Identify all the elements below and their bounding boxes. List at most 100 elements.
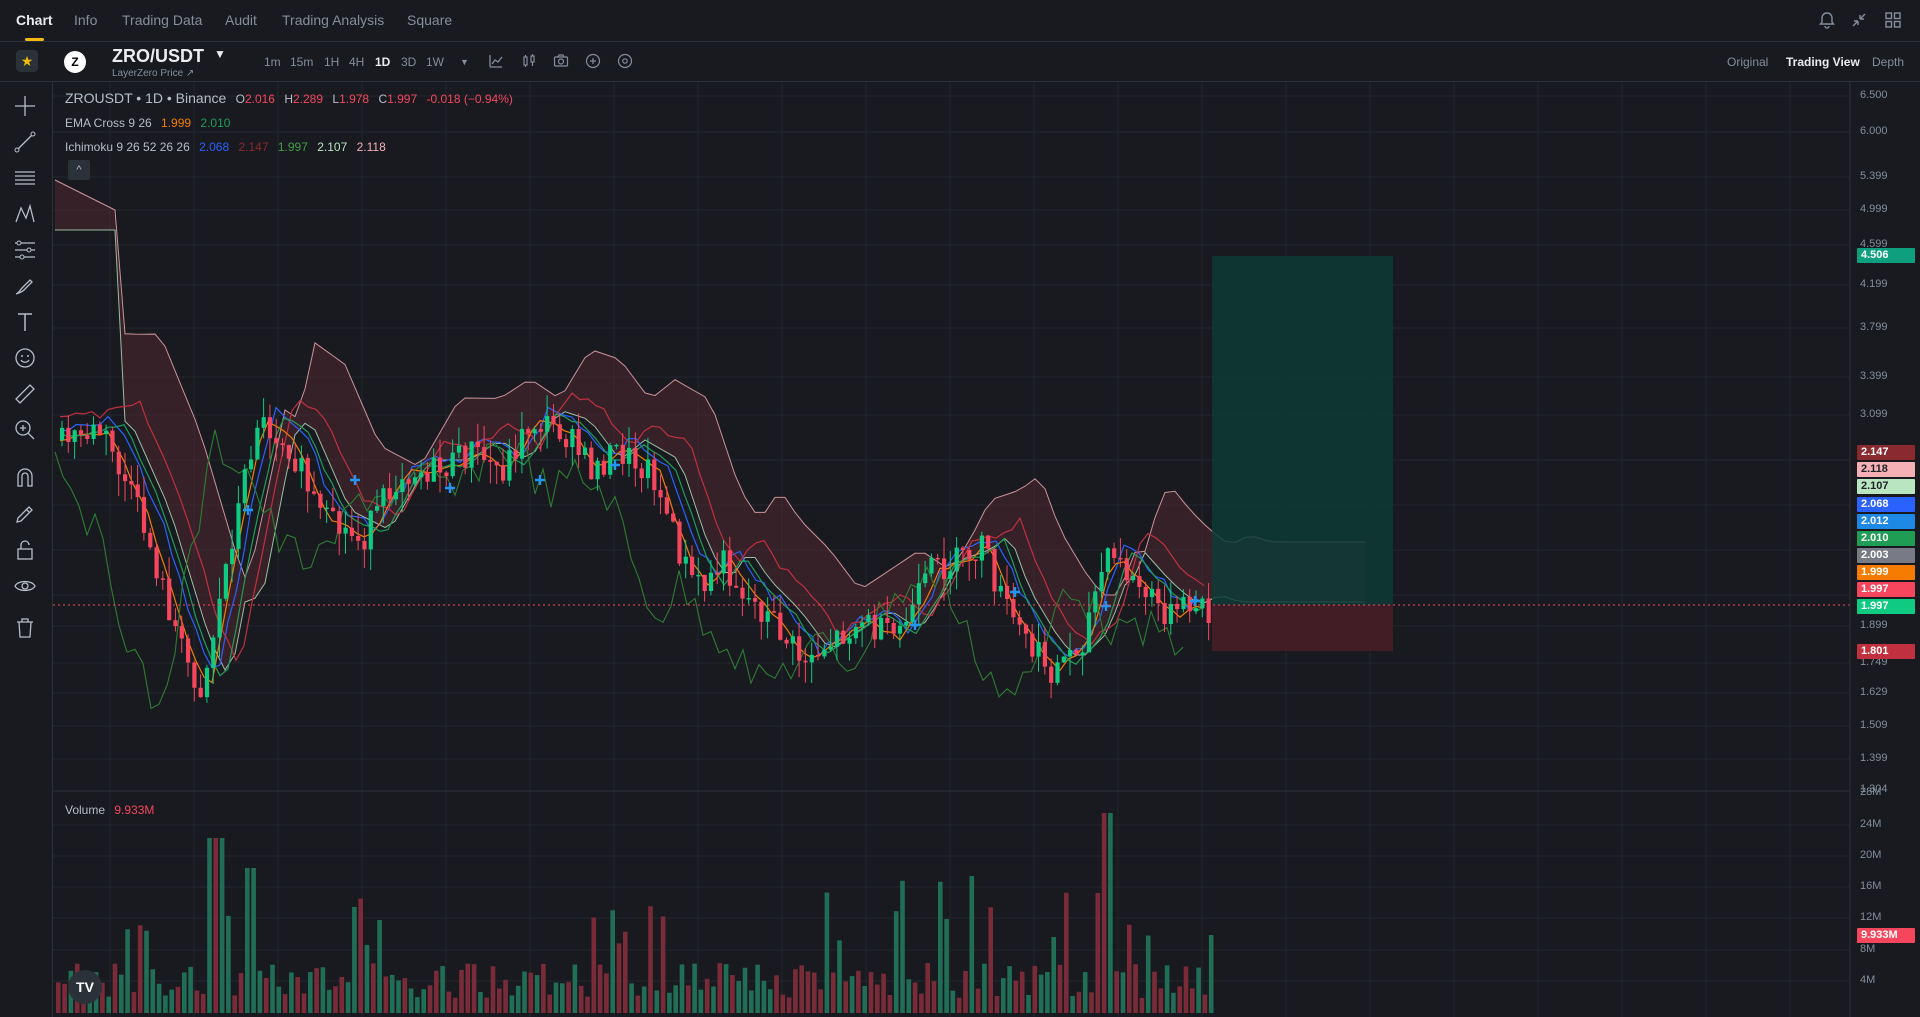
ichimoku-conversion: 2.068 — [199, 140, 230, 154]
trash-icon[interactable] — [13, 616, 37, 640]
volume-legend[interactable]: Volume 9.933M — [65, 803, 160, 817]
price-axis-label: 1.399 — [1860, 752, 1888, 764]
lock-drawing-icon[interactable] — [13, 502, 37, 526]
price-axis-label: 4.999 — [1860, 203, 1888, 215]
candle — [904, 621, 909, 626]
ema-legend[interactable]: EMA Cross 9 26 1.999 2.010 — [65, 116, 236, 130]
candle — [601, 460, 606, 475]
tab-trading-analysis[interactable]: Trading Analysis — [282, 12, 385, 28]
trend-line-icon[interactable] — [13, 130, 37, 154]
shrink-icon[interactable] — [1850, 11, 1868, 29]
coin-price-link[interactable]: LayerZero Price ↗ — [112, 68, 195, 79]
interval-4h[interactable]: 4H — [349, 55, 365, 69]
candle — [935, 557, 940, 560]
measure-tools-icon[interactable] — [13, 238, 37, 262]
zoom-in-icon[interactable] — [13, 418, 37, 442]
candle-type-icon[interactable] — [521, 53, 537, 69]
volume-bar — [950, 990, 956, 1013]
settings-icon[interactable] — [617, 53, 633, 69]
price-axis-label: 6.500 — [1860, 89, 1888, 101]
candle — [702, 574, 707, 592]
interval-1w[interactable]: 1W — [426, 55, 444, 69]
volume-bar — [824, 892, 830, 1013]
interval-15m[interactable]: 15m — [290, 55, 314, 69]
candle — [494, 461, 499, 466]
volume-bar — [597, 964, 603, 1013]
caret-down-icon[interactable]: ▼ — [214, 47, 226, 61]
volume-bar — [591, 917, 597, 1013]
grid-icon[interactable] — [1884, 11, 1902, 29]
base-line — [59, 392, 1205, 662]
view-trading-view[interactable]: Trading View — [1786, 55, 1860, 69]
candle — [236, 503, 241, 549]
candle — [198, 687, 203, 698]
lock-icon[interactable] — [13, 538, 37, 562]
volume-bar — [1013, 980, 1019, 1013]
interval-1m[interactable]: 1m — [264, 55, 281, 69]
candle — [488, 459, 493, 462]
volume-axis-label: 16M — [1860, 880, 1882, 892]
candle — [759, 601, 764, 622]
indicator-icon[interactable] — [488, 53, 504, 69]
interval-more-icon[interactable]: ▼ — [460, 57, 469, 67]
tab-square[interactable]: Square — [407, 12, 453, 28]
volume-bar — [194, 990, 200, 1013]
volume-bar — [1064, 892, 1069, 1013]
candle — [211, 637, 216, 668]
tradingview-logo[interactable]: TV — [68, 970, 102, 1004]
eye-icon[interactable] — [13, 574, 37, 598]
view-depth[interactable]: Depth — [1872, 55, 1905, 69]
view-original[interactable]: Original — [1727, 55, 1769, 69]
volume-bar — [175, 986, 181, 1013]
emoji-icon[interactable] — [13, 346, 37, 370]
candle — [690, 556, 695, 575]
tab-info[interactable]: Info — [74, 12, 98, 28]
volume-bar — [723, 964, 729, 1013]
volume-bar — [717, 963, 723, 1013]
volume-bar — [1076, 991, 1082, 1013]
horizontal-lines-icon[interactable] — [13, 166, 37, 190]
ohlc-open: 2.016 — [244, 92, 275, 106]
volume-bar — [1127, 924, 1132, 1013]
camera-icon[interactable] — [553, 53, 569, 69]
tab-audit[interactable]: Audit — [225, 12, 257, 28]
interval-1h[interactable]: 1H — [324, 55, 340, 69]
candle — [381, 488, 386, 507]
candle — [179, 626, 184, 639]
text-icon[interactable] — [13, 310, 37, 334]
interval-3d[interactable]: 3D — [401, 55, 417, 69]
candle — [1187, 596, 1192, 612]
ichimoku-title: Ichimoku 9 26 52 26 26 — [65, 140, 190, 154]
volume-bar — [364, 944, 370, 1013]
brush-icon[interactable] — [13, 274, 37, 298]
crosshair-icon[interactable] — [13, 94, 37, 118]
collapse-legend-icon[interactable]: ^ — [68, 160, 90, 180]
volume-bar — [238, 973, 244, 1013]
volume-bar — [755, 964, 760, 1013]
candle — [992, 548, 997, 592]
magnet-icon[interactable] — [13, 466, 37, 490]
candle — [1149, 588, 1155, 598]
favorite-star-icon[interactable]: ★ — [16, 50, 38, 72]
volume-bar — [635, 995, 641, 1013]
bell-icon[interactable] — [1818, 11, 1836, 29]
candle — [677, 521, 682, 564]
interval-1d[interactable]: 1D — [375, 55, 391, 69]
volume-bar — [371, 963, 376, 1013]
ruler-icon[interactable] — [13, 382, 37, 406]
volume-bar — [767, 989, 773, 1013]
pattern-icon[interactable] — [13, 202, 37, 226]
pair-selector[interactable]: ZRO/USDT — [112, 46, 204, 66]
tab-chart[interactable]: Chart — [16, 0, 53, 41]
candle — [1030, 633, 1035, 657]
volume-bar — [912, 982, 918, 1013]
volume-bar — [1038, 974, 1044, 1013]
add-circle-icon[interactable] — [585, 53, 601, 69]
candle — [223, 564, 228, 599]
candle — [1005, 585, 1010, 599]
candle — [186, 638, 191, 663]
tab-trading-data[interactable]: Trading Data — [122, 12, 203, 28]
volume-bar — [572, 964, 578, 1013]
ichimoku-legend[interactable]: Ichimoku 9 26 52 26 26 2.068 2.147 1.997… — [65, 140, 392, 154]
